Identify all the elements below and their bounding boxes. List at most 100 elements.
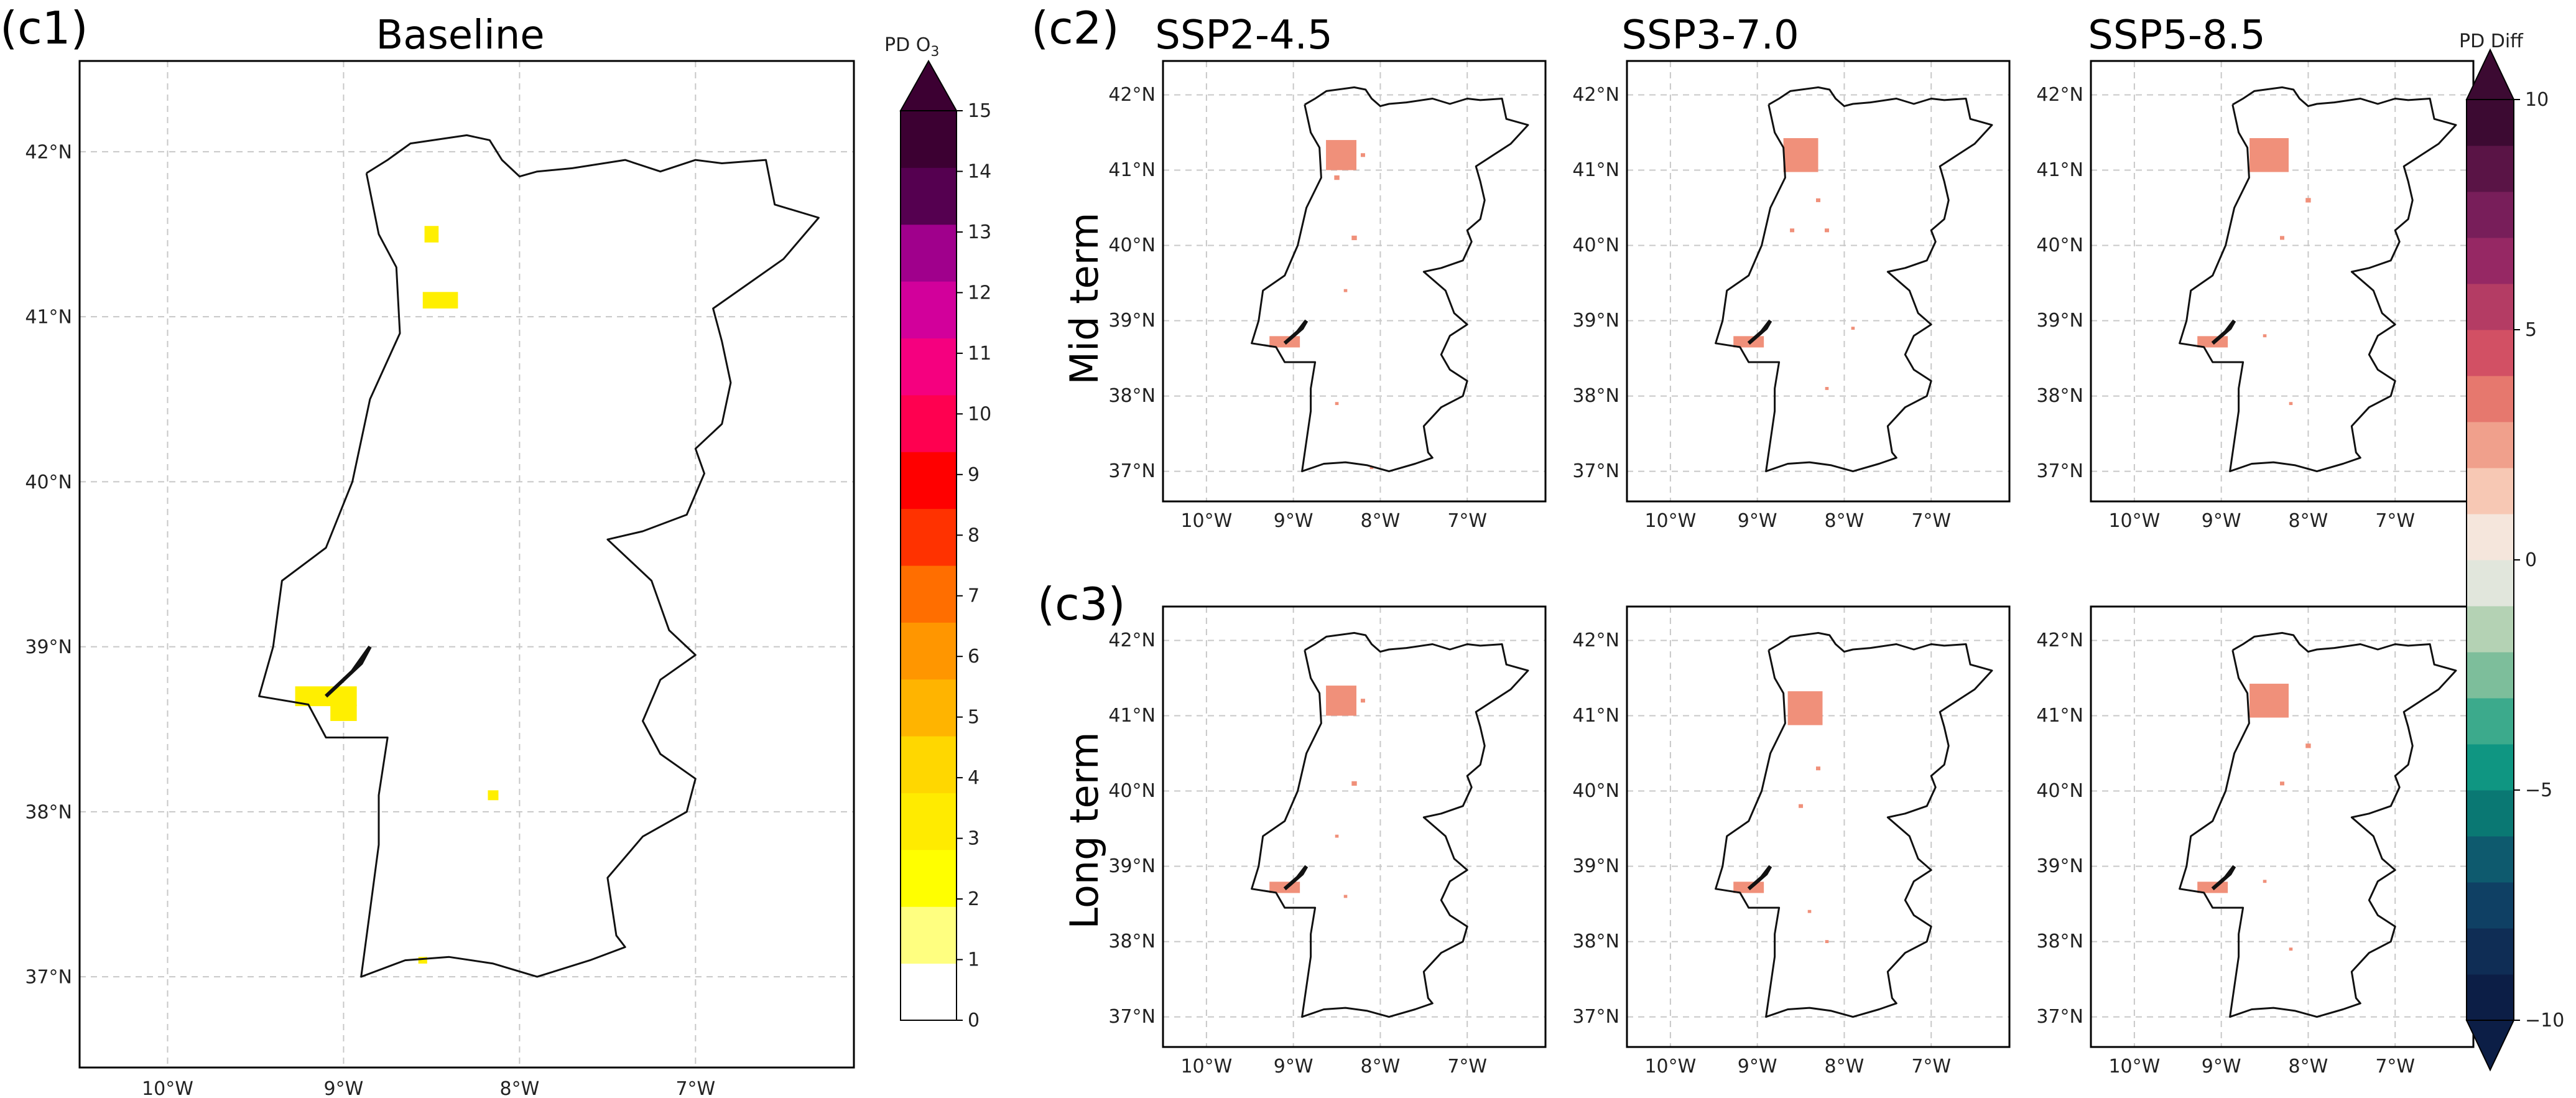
- lat-tick-label: 38°N: [1108, 931, 1156, 952]
- colorbar-o3-title-sub: 3: [930, 44, 939, 60]
- colorbar-tick-label: 14: [968, 161, 991, 182]
- colorbar-tick-label: 15: [968, 100, 991, 122]
- portugal-outline: [1715, 86, 1993, 473]
- hotspot-cell: [422, 292, 458, 309]
- map-baseline-frame: [78, 60, 855, 1069]
- colorbar-tick-label: 13: [968, 221, 991, 243]
- lat-tick-label: 42°N: [2036, 630, 2083, 651]
- colorbar-tick-label: 2: [968, 888, 980, 910]
- lat-tick-label: 39°N: [1572, 855, 1619, 877]
- colorbar-tick-label: −10: [2525, 1010, 2564, 1031]
- lat-tick-label: 37°N: [25, 967, 72, 989]
- colorbar-segment: [2467, 652, 2514, 699]
- lat-tick-label: 41°N: [2036, 159, 2083, 181]
- colorbar-segment: [901, 622, 957, 680]
- lat-tick-label: 38°N: [2036, 931, 2083, 952]
- lat-tick-label: 42°N: [25, 141, 72, 163]
- colorbar-segment: [2467, 882, 2514, 929]
- colorbar-tick-label: 10: [2525, 89, 2549, 111]
- lat-tick-label: 40°N: [2036, 235, 2083, 256]
- hotspot-cell: [1343, 289, 1348, 292]
- hotspot-cell: [424, 226, 439, 243]
- colorbar-segment: [901, 849, 957, 907]
- colorbar-segment: [901, 963, 957, 1021]
- colorbar-diff-title: PD Diff: [2459, 30, 2524, 52]
- hotspot-cell: [1326, 686, 1356, 716]
- estuary-line: [1283, 865, 1309, 891]
- panel-label-c1: (c1): [0, 2, 88, 54]
- hotspot-cell: [1790, 228, 1795, 233]
- map-mid-2-frame: [1626, 60, 2011, 503]
- hotspot-cell: [418, 957, 427, 964]
- lon-tick-label: 8°W: [2289, 1056, 2328, 1077]
- lon-tick-label: 7°W: [675, 1078, 715, 1098]
- map-mid-1-plot: [1163, 61, 1545, 501]
- lon-tick-label: 9°W: [324, 1078, 364, 1098]
- colorbar-segment: [901, 338, 957, 396]
- hotspot-cell: [2289, 947, 2293, 951]
- colorbar-segment: [901, 565, 957, 623]
- hotspot-cell: [1369, 466, 1374, 469]
- lon-tick-label: 8°W: [1825, 510, 1865, 532]
- colorbar-tick-label: 0: [968, 1010, 980, 1031]
- colorbar-tick-label: −5: [2525, 779, 2552, 801]
- hotspot-cell: [330, 704, 357, 721]
- hotspot-cell: [488, 790, 499, 801]
- colorbar-segment: [901, 906, 957, 964]
- estuary-line: [2211, 319, 2236, 345]
- map-long-1-frame: [1162, 605, 1547, 1048]
- colorbar-segment: [901, 452, 957, 509]
- colorbar-tick-label: 3: [968, 828, 980, 850]
- lon-tick-label: 8°W: [1361, 1056, 1401, 1077]
- colorbar-tick-label: 1: [968, 949, 980, 971]
- lon-tick-label: 7°W: [1447, 510, 1487, 532]
- lat-tick-label: 40°N: [1108, 780, 1156, 802]
- lon-tick-label: 7°W: [1447, 1056, 1487, 1077]
- estuary-line: [1747, 319, 1772, 345]
- lon-tick-label: 9°W: [1274, 1056, 1313, 1077]
- hotspot-cell: [1334, 175, 1340, 180]
- hotspot-cell: [2249, 138, 2289, 172]
- maps-layer: 42°N41°N40°N39°N38°N37°N10°W 9°W 8°W 7°W42°…: [25, 60, 2475, 1098]
- lat-tick-label: 39°N: [1572, 310, 1619, 332]
- portugal-outline: [2179, 86, 2457, 473]
- lat-tick-label: 37°N: [1572, 1006, 1619, 1028]
- lat-tick-label: 39°N: [2036, 855, 2083, 877]
- lat-tick-label: 40°N: [2036, 780, 2083, 802]
- colorbar-segment: [2467, 330, 2514, 376]
- lat-tick-label: 40°N: [1108, 235, 1156, 256]
- hotspot-cell: [2263, 880, 2267, 883]
- colorbar-segment: [2467, 514, 2514, 561]
- lon-tick-label: 9°W: [1738, 1056, 1777, 1077]
- hotspot-cell: [1825, 940, 1829, 943]
- colorbar-segment: [2467, 100, 2514, 146]
- colorbar-tick-label: 12: [968, 282, 991, 304]
- hotspot-cell: [1335, 834, 1339, 838]
- lat-tick-label: 39°N: [1108, 855, 1156, 877]
- lat-tick-label: 38°N: [1108, 385, 1156, 407]
- colorbar-tick-label: 5: [2525, 319, 2537, 341]
- colorbar-segment: [2467, 698, 2514, 745]
- colorbar-segment: [2467, 974, 2514, 1021]
- lat-tick-label: 38°N: [25, 801, 72, 823]
- colorbar-segment: [2467, 376, 2514, 422]
- lat-tick-label: 42°N: [1108, 630, 1156, 651]
- portugal-outline: [1715, 631, 1993, 1018]
- lat-tick-label: 41°N: [1108, 159, 1156, 181]
- hotspot-cell: [1851, 327, 1855, 330]
- lon-tick-label: 9°W: [1274, 510, 1313, 532]
- colorbar-tick-label: 0: [2525, 549, 2537, 571]
- map-baseline-plot: [80, 61, 854, 1068]
- title-col-3: SSP5-8.5: [2088, 12, 2265, 58]
- hotspot-cell: [1824, 228, 1829, 233]
- map-mid-3-plot: [2091, 61, 2473, 501]
- lon-tick-label: 8°W: [2289, 510, 2328, 532]
- estuary-line: [325, 645, 372, 698]
- row-label-mid: Mid term: [1062, 212, 1107, 384]
- lon-tick-label: 9°W: [2202, 510, 2241, 532]
- colorbar-segment: [901, 167, 957, 225]
- colorbar-segment: [901, 224, 957, 282]
- hotspot-cell: [1351, 781, 1357, 786]
- hotspot-cell: [2305, 198, 2311, 203]
